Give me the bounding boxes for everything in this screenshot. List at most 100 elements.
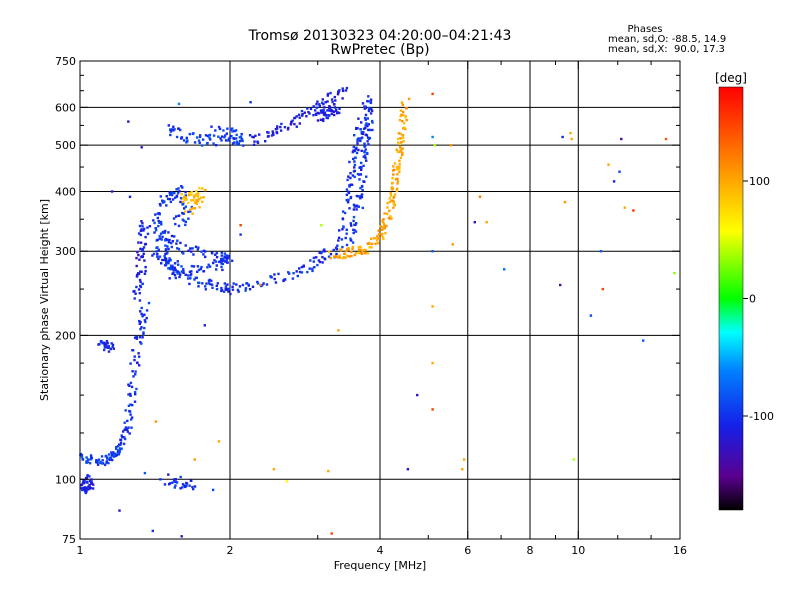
echo-point [235,283,238,286]
echo-point [399,137,402,140]
echo-point [210,279,213,282]
echo-point [307,110,310,114]
echo-point [399,147,402,150]
echo-point [117,449,120,452]
echo-point [326,92,330,96]
echo-point [370,109,374,112]
echo-point [312,105,315,108]
echo-point [391,188,394,191]
echo-point [311,267,314,270]
echo-point [386,202,389,205]
x-tick-label: 2 [227,544,234,557]
echo-point [201,138,205,141]
echo-point [89,454,93,457]
echo-point [389,191,392,195]
echo-point [148,225,152,228]
echo-point [169,128,172,131]
echo-point [169,200,173,204]
echo-point [164,257,168,261]
echo-point [175,242,178,245]
echo-point [350,239,353,242]
echo-point [81,486,85,490]
echo-point [361,206,364,210]
echo-point [338,256,341,259]
echo-point [217,440,221,443]
echo-point [347,198,350,201]
echo-point [201,282,204,285]
echo-point [364,113,368,117]
echo-point [235,140,239,143]
echo-point [236,288,240,292]
echo-point [233,129,236,133]
echo-point [394,178,398,181]
echo-point [173,235,176,238]
echo-point [242,144,245,147]
echo-point [262,282,265,285]
echo-point [154,420,158,423]
echo-point [400,113,403,116]
echo-point [129,362,132,365]
echo-point [332,110,336,113]
echo-point [141,225,144,228]
echo-point [142,331,145,334]
echo-point [221,262,225,266]
echo-point [80,455,84,459]
echo-point [103,343,106,346]
echo-point [287,126,290,130]
echo-point [618,170,621,173]
echo-point [309,259,312,262]
echo-point [252,136,255,139]
echo-point [83,488,86,491]
echo-point [123,428,126,431]
echo-point [195,276,198,280]
echo-point [485,221,488,224]
echo-point [399,132,402,136]
echo-point [349,237,352,240]
echo-point [356,139,359,143]
echo-point [187,210,190,214]
echo-point [334,255,337,258]
echo-point [188,282,191,286]
x-tick-label: 1 [77,544,84,557]
grid-lines [80,61,680,539]
echo-point [129,392,132,396]
echo-point [166,261,169,265]
echo-point [327,114,330,117]
echo-point [367,95,370,98]
echo-point [197,246,200,249]
echo-point [401,136,405,140]
echo-point [193,278,196,281]
echo-point [199,196,203,199]
echo-point [191,485,194,489]
echo-point [398,142,402,146]
echo-point [202,249,206,252]
echo-point [85,456,88,459]
echo-point [360,193,364,196]
echo-point [298,267,301,270]
echo-point [196,195,200,198]
echo-point [139,233,142,237]
echo-point [359,128,362,131]
echo-point [216,282,219,285]
echo-point [184,194,187,197]
echo-point [171,266,174,269]
echo-point [133,358,136,362]
echo-point [167,124,170,127]
echo-point [157,224,160,228]
echo-point [365,159,368,162]
echo-point [398,150,401,153]
echo-point [207,263,210,266]
echo-point [312,260,315,263]
echo-point [192,265,196,268]
echo-point [142,246,146,249]
echo-point [461,468,464,471]
echo-point [168,257,171,260]
echo-point [212,134,216,137]
echo-point [180,193,183,196]
echo-point [401,153,404,156]
echo-point [233,141,236,144]
echo-point [334,246,338,249]
echo-point [177,187,180,190]
echo-point [151,529,154,533]
echo-point [360,251,363,254]
